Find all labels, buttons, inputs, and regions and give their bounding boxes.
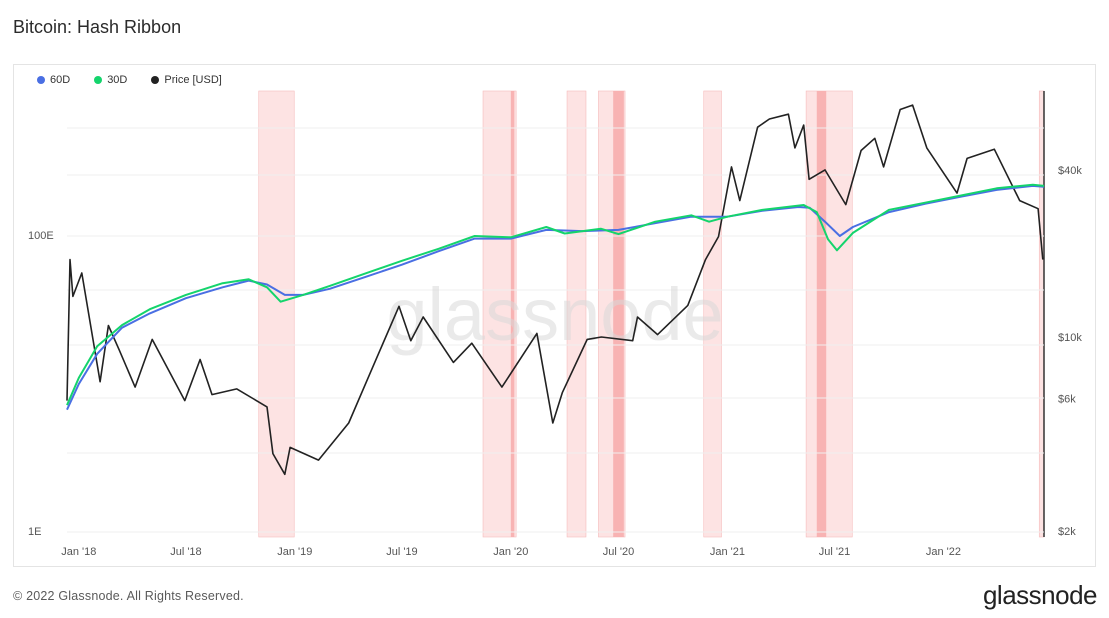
axis-labels: Jan '18 Jul '18 Jan '19 Jul '19 Jan '20 Jul '…: [28, 165, 1082, 558]
legend-label-60d: 60D: [50, 74, 71, 86]
grid-lines: [67, 127, 1044, 533]
capitulation-band: [482, 90, 517, 538]
legend-dot-60d: [37, 76, 45, 84]
capitulation-band: [703, 90, 722, 538]
legend-label-price: Price [USD]: [164, 74, 222, 86]
x-tick-label: Jul '18: [170, 546, 201, 558]
capitulation-band-peak: [510, 91, 515, 537]
x-tick-label: Jul '20: [603, 546, 634, 558]
right-axis-tick-label: $6k: [1058, 394, 1076, 406]
chart-legend: 60D 30D Price [USD]: [37, 74, 222, 86]
right-axis-tick-label: $2k: [1058, 526, 1076, 538]
series-line-60d: [66, 184, 1045, 411]
capitulation-band: [566, 90, 587, 538]
capitulation-band-peak: [613, 91, 624, 537]
capitulation-bands: [258, 90, 1045, 538]
capitulation-band: [805, 90, 853, 538]
chart-frame: [13, 64, 1096, 567]
legend-dot-price: [151, 76, 160, 84]
series-line-30d: [66, 183, 1045, 406]
series-line-price: [66, 104, 1044, 476]
x-tick-label: Jan '22: [926, 546, 961, 558]
x-tick-label: Jan '20: [493, 546, 528, 558]
right-axis-tick-label: $40k: [1058, 165, 1082, 177]
x-tick-label: Jan '18: [61, 546, 96, 558]
legend-item-60d[interactable]: 60D: [37, 74, 70, 86]
x-tick-label: Jan '19: [277, 546, 312, 558]
x-tick-label: Jul '21: [819, 546, 850, 558]
left-axis-tick-label: 1E: [28, 526, 41, 538]
x-tick-label: Jul '19: [386, 546, 417, 558]
right-axis-tick-label: $10k: [1058, 332, 1082, 344]
x-tick-label: Jan '21: [710, 546, 745, 558]
legend-item-30d[interactable]: 30D: [94, 74, 127, 86]
legend-dot-30d: [94, 76, 103, 84]
capitulation-band-peak: [816, 91, 827, 537]
glassnode-logo[interactable]: glassnode: [982, 580, 1098, 610]
copyright-text: © 2022 Glassnode. All Rights Reserved.: [13, 589, 244, 603]
legend-label-30d: 30D: [107, 74, 128, 86]
capitulation-band: [258, 90, 295, 538]
left-axis-tick-label: 100E: [28, 230, 54, 242]
watermark: glassnode: [386, 273, 723, 356]
page-title: Bitcoin: Hash Ribbon: [13, 17, 182, 37]
legend-item-price[interactable]: Price [USD]: [151, 74, 222, 86]
series-lines: [66, 104, 1045, 476]
